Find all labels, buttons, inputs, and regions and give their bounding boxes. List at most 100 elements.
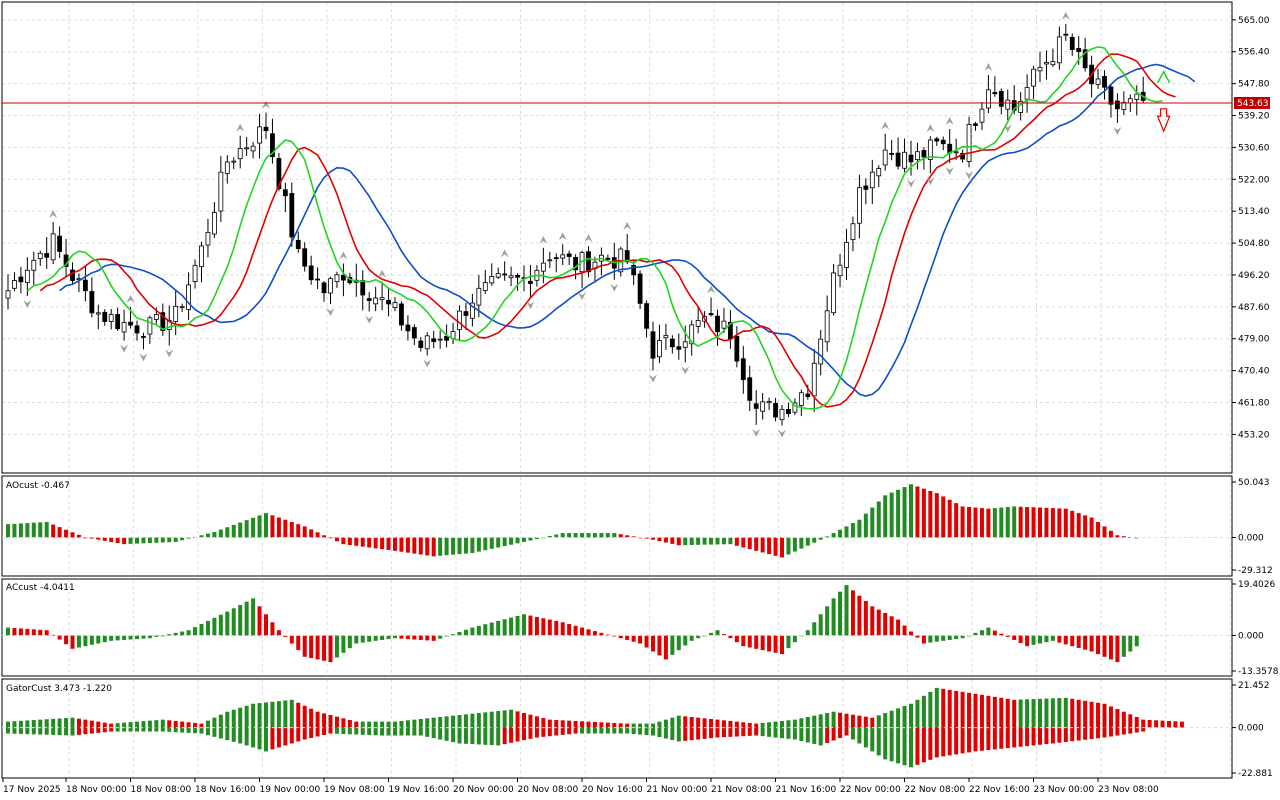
gator-lower-bar [967, 727, 972, 753]
gator-upper-bar [354, 721, 359, 728]
fractal-down-icon [423, 359, 432, 368]
ao-bar [805, 537, 810, 546]
bull-candle [792, 402, 798, 413]
ac-bar [354, 635, 359, 644]
ao-bar [444, 537, 449, 556]
ao-bar [509, 537, 514, 545]
gator-lower-bar [1031, 727, 1036, 746]
gator-upper-bar [322, 713, 327, 728]
gator-upper-bar [412, 719, 417, 728]
gator-upper-bar [863, 716, 868, 728]
ao-bar [186, 537, 191, 539]
gator-upper-bar [315, 711, 320, 728]
gator-lower-bar [1018, 727, 1023, 747]
ao-bar [160, 537, 165, 543]
gator-upper-bar [967, 692, 972, 728]
time-tick-label: 18 Nov 16:00 [195, 785, 256, 795]
gator-lower-bar [773, 727, 778, 738]
gator-upper-bar [541, 717, 546, 728]
ao-bar [1057, 508, 1062, 538]
gator-lower-bar [941, 727, 946, 757]
ao-bar [115, 537, 120, 544]
ao-bar [973, 507, 978, 538]
gator-upper-bar [876, 715, 881, 728]
gator-lower-bar [380, 727, 385, 736]
ac-bar [605, 634, 610, 636]
gator-upper-bar [528, 714, 533, 728]
bull-candle [927, 139, 933, 160]
gator-upper-bar [276, 701, 281, 728]
gator-upper-bar [186, 722, 191, 728]
ac-bar [109, 635, 114, 641]
gator-upper-bar [838, 712, 843, 728]
gator-upper-bar [289, 699, 294, 728]
gator-lower-bar [709, 727, 714, 739]
gator-upper-bar [393, 721, 397, 728]
ao-bar [734, 537, 739, 546]
ao-bar [231, 524, 236, 538]
fractal-down-icon [907, 179, 915, 188]
bull-candle [798, 392, 804, 406]
bull-candle [1121, 102, 1127, 110]
ac-bar [567, 624, 572, 636]
gator-upper-bar [38, 719, 43, 728]
bear-candle [573, 256, 578, 271]
gator-lower-bar [6, 727, 10, 734]
gator-upper-bar [51, 718, 56, 728]
bear-candle [708, 313, 714, 316]
ao-bar [218, 529, 223, 538]
ac-bar [1070, 635, 1075, 647]
ac-bar [1063, 635, 1068, 645]
fractal-up-icon [378, 269, 387, 278]
ac-bar [463, 629, 468, 636]
time-tick-label: 19 Nov 16:00 [389, 785, 450, 795]
ao-bar [89, 537, 94, 539]
ao-bar [489, 537, 494, 549]
gator-lower-bar [270, 727, 275, 750]
gator-lower-bar [651, 727, 655, 736]
gator-upper-bar [663, 719, 668, 728]
gator-upper-bar [883, 713, 888, 728]
time-tick-label: 20 Nov 00:00 [453, 785, 514, 795]
gator-lower-bar [89, 727, 94, 734]
gator-lower-bar [612, 727, 617, 734]
gator-upper-bar [470, 713, 475, 728]
gator-lower-bar [644, 727, 649, 736]
gator-upper-bar [25, 720, 30, 728]
ao-bar [863, 513, 868, 538]
gator-upper-bar [921, 695, 926, 728]
ao-bar [825, 536, 830, 538]
ac-bar [167, 634, 172, 636]
gator-upper-bar [502, 710, 507, 728]
price-tick-label: 522.00 [1238, 175, 1270, 185]
gator-lower-bar [573, 727, 578, 734]
ao-bar [296, 524, 301, 538]
gator-upper-bar [947, 689, 952, 728]
gator-lower-bar [38, 727, 43, 735]
gator-upper-bar [1141, 719, 1146, 728]
time-tick-label: 21 Nov 00:00 [647, 785, 708, 795]
ao-bar [12, 523, 17, 538]
fractal-down-icon [326, 308, 335, 317]
gator-lower-bar [947, 727, 952, 756]
gator-lower-bar [173, 727, 178, 733]
ac-bar [715, 630, 720, 636]
ac-bar [850, 590, 855, 636]
bear-candle [360, 280, 366, 296]
gator-lower-bar [979, 727, 984, 751]
bull-candle [986, 89, 991, 109]
gator-upper-bar [625, 723, 630, 728]
bull-candle [218, 171, 224, 212]
ao-bar [586, 533, 591, 538]
gator-lower-bar [341, 727, 346, 735]
bear-candle [321, 282, 327, 294]
ac-bar [1108, 635, 1113, 660]
ao-bar [64, 529, 69, 538]
gator-lower-bar [199, 727, 204, 734]
gator-histogram [6, 687, 1184, 768]
gator-lower-bar [315, 727, 320, 737]
ao-bar [70, 532, 75, 538]
ac-bar [212, 617, 217, 636]
bull-candle [495, 273, 501, 278]
